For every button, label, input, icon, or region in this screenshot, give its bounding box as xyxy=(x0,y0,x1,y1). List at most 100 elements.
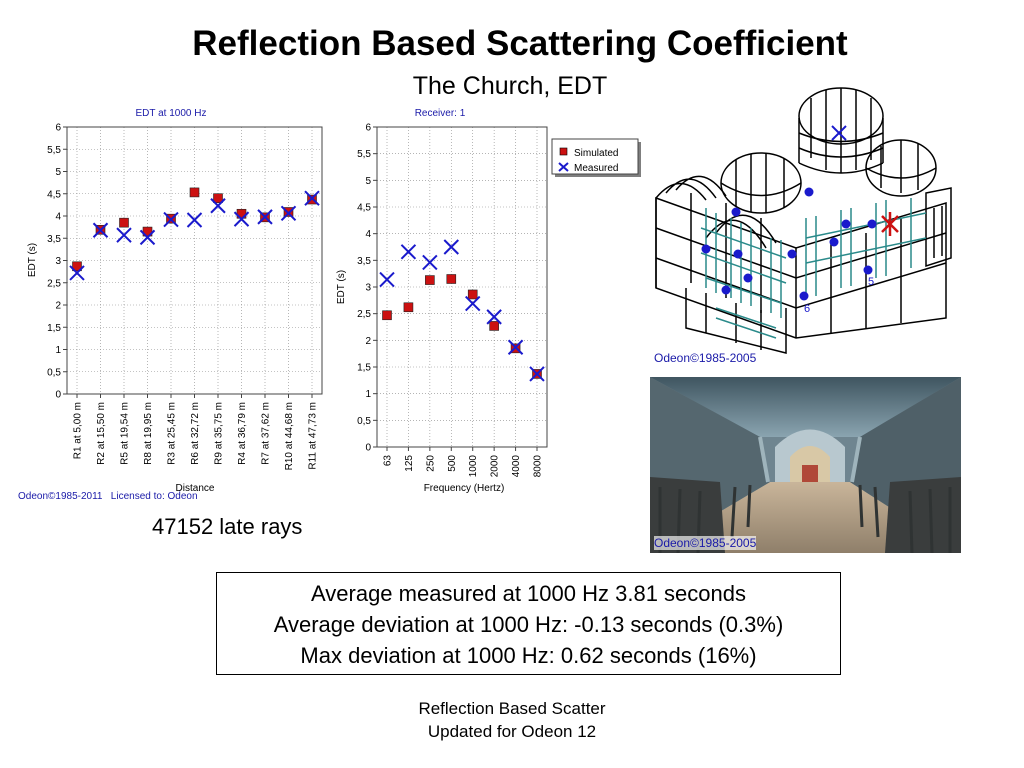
x-tick-label: 125 xyxy=(404,455,415,472)
x-tick-label: R10 at 44,68 m xyxy=(284,402,295,470)
x-tick-label: R2 at 15,50 m xyxy=(96,402,107,465)
x-tick-label: 4000 xyxy=(511,455,522,478)
stat-max-deviation: Max deviation at 1000 Hz: 0.62 seconds (… xyxy=(300,643,757,668)
y-tick-label: 5,5 xyxy=(47,145,61,156)
legend-simulated-swatch xyxy=(559,147,568,156)
slide-title: Reflection Based Scattering Coefficient xyxy=(192,24,848,63)
measured-point xyxy=(507,339,524,355)
footer: Reflection Based Scatter Updated for Ode… xyxy=(380,697,644,743)
y-tick-label: 6 xyxy=(55,123,61,134)
measured-point xyxy=(280,205,297,222)
y-tick-label: 1,5 xyxy=(47,323,61,334)
x-axis-label: Frequency (Hertz) xyxy=(424,483,505,494)
simulated-point xyxy=(72,261,82,272)
chart-title: Receiver: 1 xyxy=(415,108,466,119)
y-tick-label: 3,5 xyxy=(47,234,61,245)
edt-frequency-chart: Receiver: 1 0 0,5 1 1,5 2 2,5 3 3,5 4 4,5 5 5,5 6 63 1… xyxy=(336,108,641,494)
y-tick-label: 5 xyxy=(55,167,61,178)
edt-distance-chart: EDT at 1000 Hz 0 0,5 1 1,5 2 2,5 3 3,5 4 4,5 5 5,5 6… xyxy=(18,108,323,502)
measured-point xyxy=(257,209,273,225)
y-tick-label: 2 xyxy=(365,336,371,347)
y-tick-label: 1,5 xyxy=(357,363,371,374)
x-tick-label: 8000 xyxy=(533,455,544,478)
measured-point xyxy=(443,239,459,255)
y-tick-label: 2,5 xyxy=(357,309,371,320)
church-wireframe-model: 5 6 xyxy=(655,87,952,354)
late-rays-label: 47152 late rays xyxy=(152,514,303,539)
simulated-point xyxy=(403,302,414,313)
x-tick-label: R11 at 47,73 m xyxy=(308,402,319,470)
simulated-point xyxy=(213,193,223,203)
legend-measured-marker xyxy=(558,162,569,172)
legend-box xyxy=(551,138,639,175)
x-tick-label: R8 at 19,95 m xyxy=(143,402,154,465)
simulated-point xyxy=(425,275,435,285)
measured-point xyxy=(486,309,502,325)
x-tick-label: 250 xyxy=(425,455,436,472)
x-tick-label: R4 at 36,79 m xyxy=(237,402,248,465)
y-tick-label: 4 xyxy=(365,229,371,240)
stat-average-measured: Average measured at 1000 Hz 3.81 seconds xyxy=(311,581,746,606)
measured-point xyxy=(163,211,179,228)
license-credit: Odeon©1985-2011 Licensed to: Odeon xyxy=(18,491,198,502)
y-tick-label: 3 xyxy=(55,256,61,267)
measured-point xyxy=(69,265,85,281)
y-axis-label: EDT (s) xyxy=(27,243,38,277)
x-tick-label: R1 at 5,00 m xyxy=(73,402,84,459)
measured-point xyxy=(400,244,417,260)
measured-point xyxy=(304,190,320,206)
y-tick-label: 0 xyxy=(55,390,61,401)
slide-subtitle: The Church, EDT xyxy=(412,72,608,100)
x-axis-label: Distance xyxy=(176,483,215,494)
y-tick-label: 0,5 xyxy=(47,367,61,378)
legend: Simulated Measured xyxy=(551,138,641,177)
x-tick-label: R7 at 37,62 m xyxy=(261,402,272,465)
simulated-point xyxy=(189,187,200,198)
measured-point xyxy=(465,295,481,312)
x-tick-label: R3 at 25,45 m xyxy=(167,402,178,465)
x-tick-label: 63 xyxy=(383,455,394,467)
measured-point xyxy=(422,254,438,271)
measured-point xyxy=(379,271,395,288)
y-tick-label: 3,5 xyxy=(357,256,371,267)
measured-point xyxy=(116,227,132,243)
x-tick-label: 1000 xyxy=(468,455,479,478)
footer-line-2: Updated for Odeon 12 xyxy=(427,722,597,741)
receiver-label-6: 6 xyxy=(804,303,810,315)
y-tick-label: 6 xyxy=(365,123,371,134)
footer-line-1: Reflection Based Scatter xyxy=(418,699,606,718)
church-interior-render: Odeon©1985-2005 xyxy=(650,377,961,553)
measured-point xyxy=(529,366,545,382)
y-tick-label: 1 xyxy=(55,345,61,356)
simulated-point xyxy=(489,321,499,331)
legend-simulated-label: Simulated xyxy=(574,148,618,159)
y-tick-label: 0,5 xyxy=(357,416,371,427)
y-tick-label: 5,5 xyxy=(357,149,371,160)
render-credit: Odeon©1985-2005 xyxy=(654,536,757,550)
y-axis-label: EDT (s) xyxy=(336,270,347,304)
measured-point xyxy=(186,212,203,228)
y-tick-label: 3 xyxy=(365,283,371,294)
chart-title: EDT at 1000 Hz xyxy=(136,108,207,119)
measured-point xyxy=(210,198,226,214)
y-tick-label: 2 xyxy=(55,301,61,312)
simulated-point xyxy=(382,310,392,321)
measured-point xyxy=(92,222,109,238)
simulated-point xyxy=(446,274,457,284)
x-tick-label: R5 at 19,54 m xyxy=(120,402,131,465)
y-tick-label: 2,5 xyxy=(47,278,61,289)
x-tick-label: 500 xyxy=(447,455,458,472)
stat-average-deviation: Average deviation at 1000 Hz: -0.13 seco… xyxy=(273,612,784,637)
legend-measured-label: Measured xyxy=(574,163,618,174)
y-tick-label: 4,5 xyxy=(47,189,61,200)
y-tick-label: 4 xyxy=(55,212,61,223)
stats-box: Average measured at 1000 Hz 3.81 seconds… xyxy=(216,572,841,675)
receiver-label-5: 5 xyxy=(868,276,874,288)
y-tick-label: 1 xyxy=(365,389,371,400)
measured-point xyxy=(139,229,156,246)
y-tick-label: 4,5 xyxy=(357,203,371,214)
measured-point xyxy=(233,211,250,227)
simulated-point xyxy=(467,289,478,300)
y-tick-label: 0 xyxy=(365,443,371,454)
model-credit: Odeon©1985-2005 xyxy=(654,351,757,365)
